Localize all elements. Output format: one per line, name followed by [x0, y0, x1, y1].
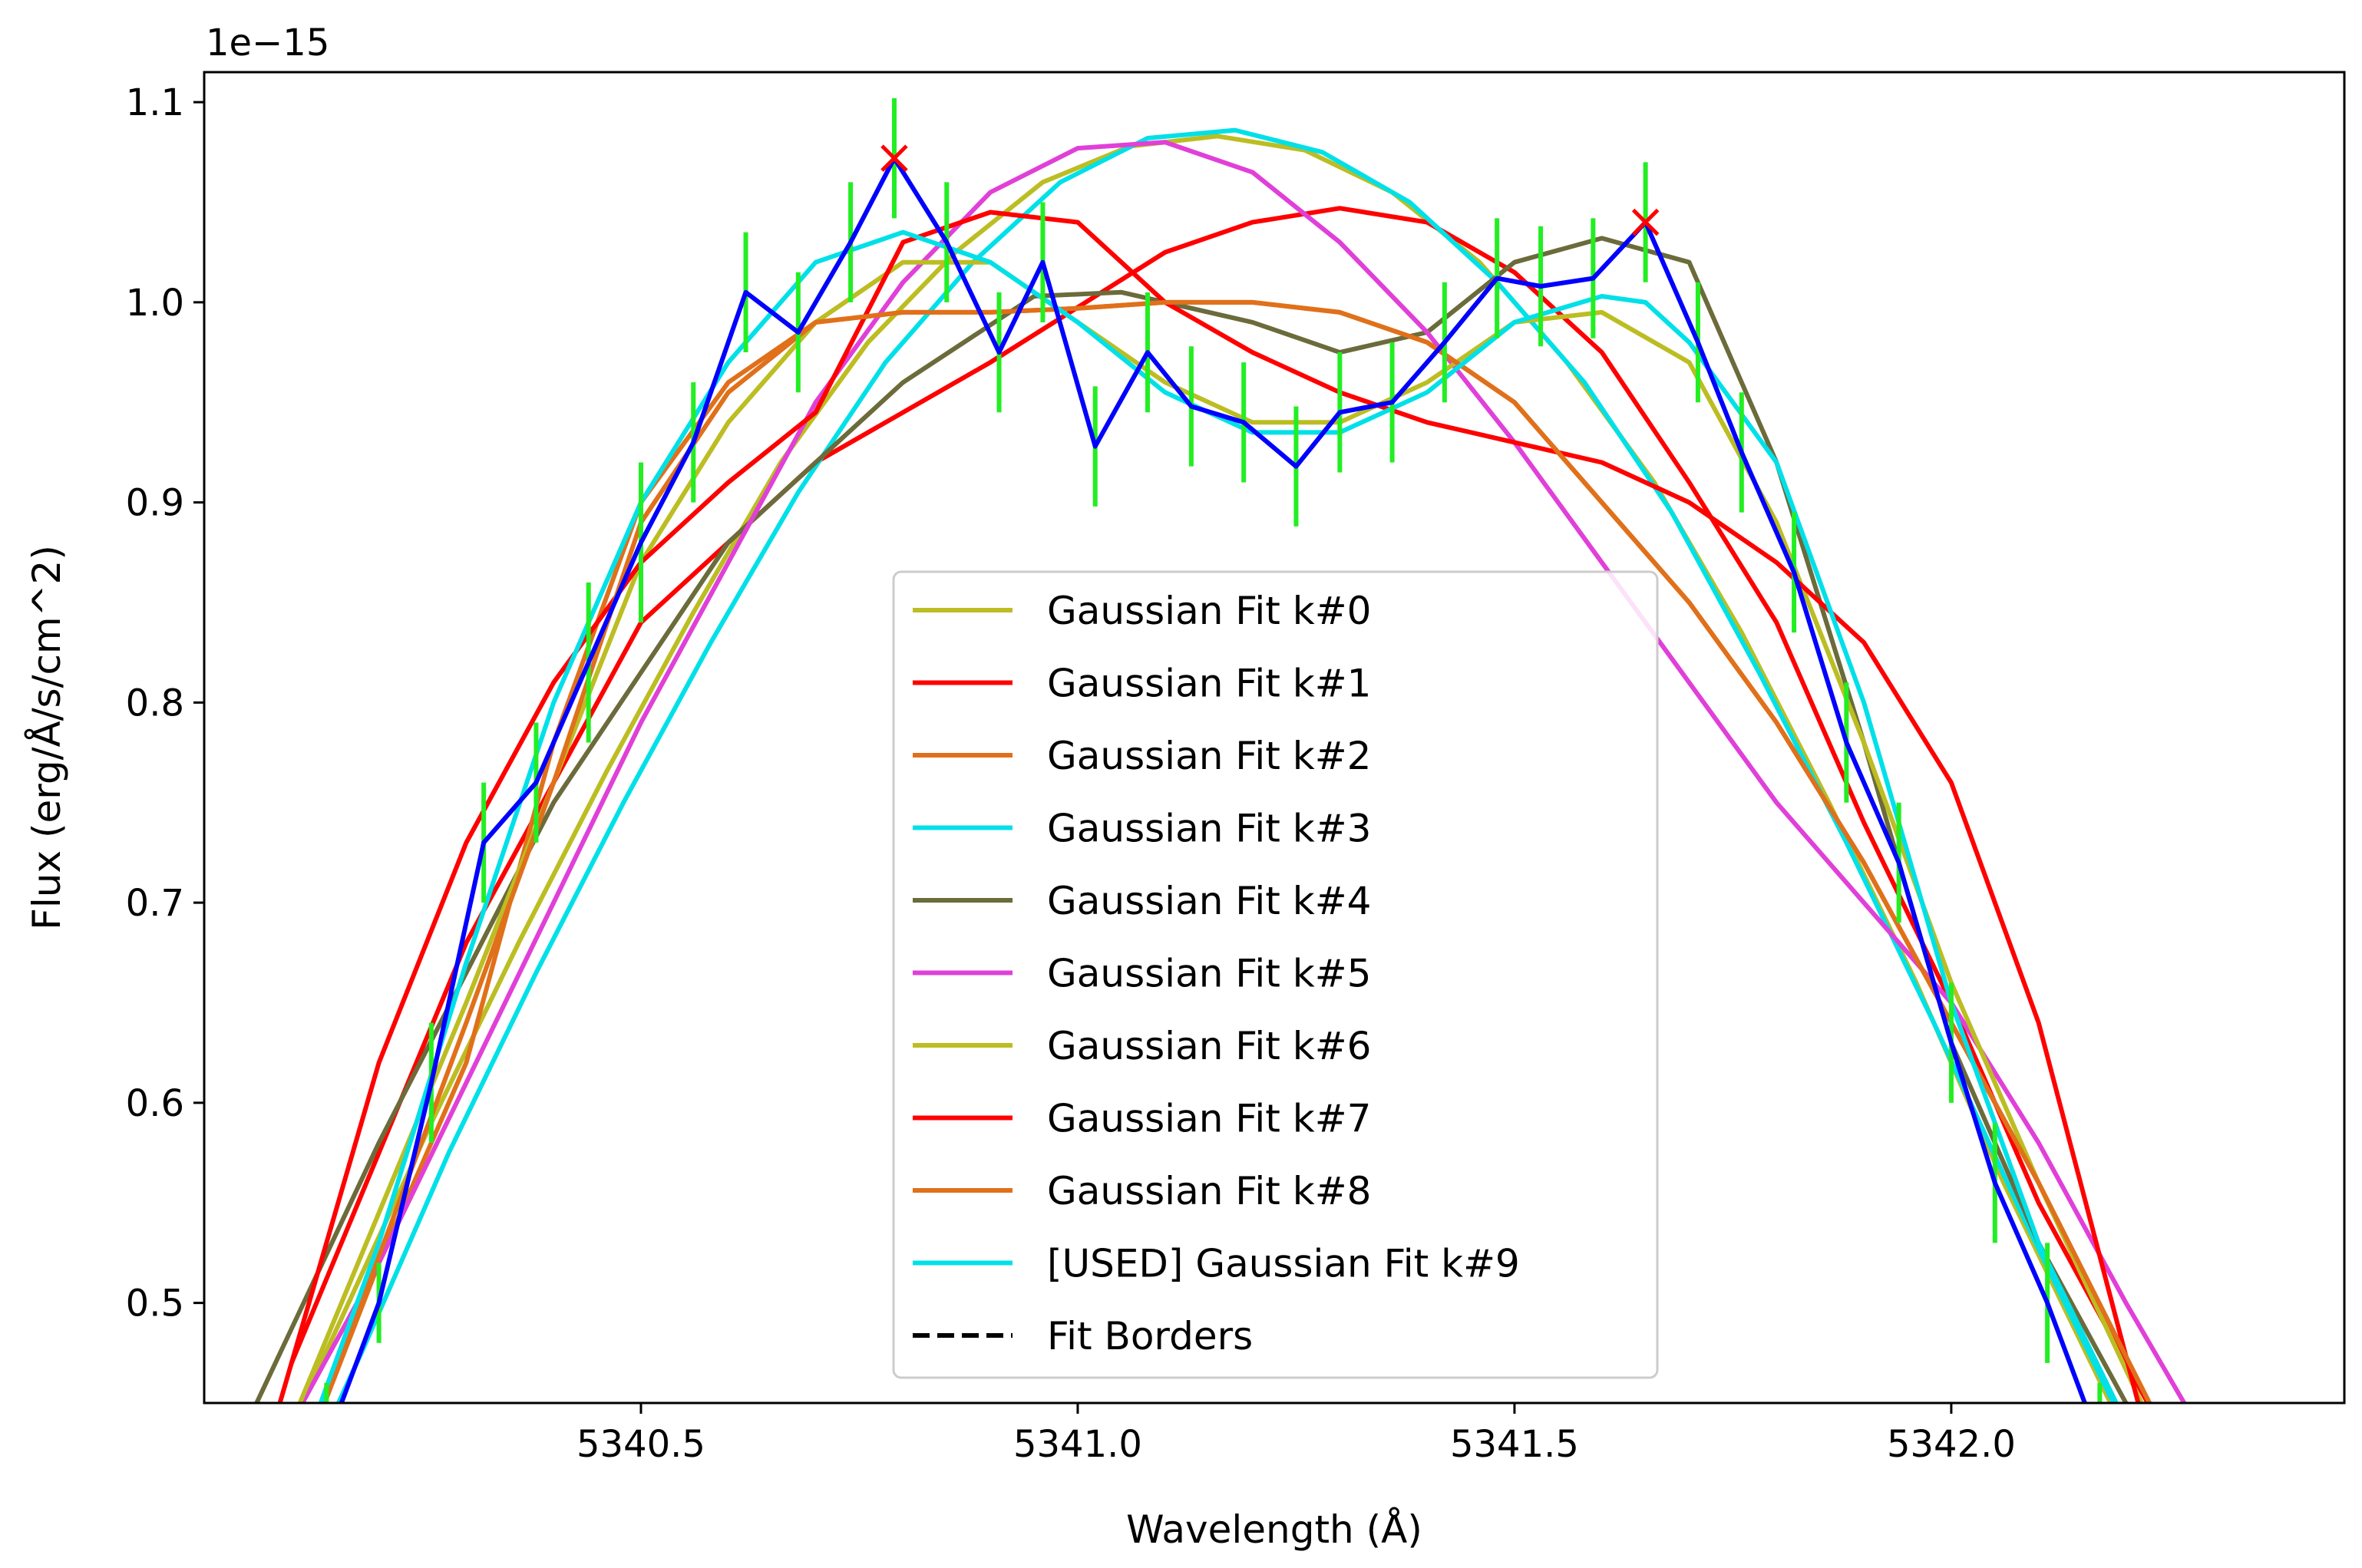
legend-label: Gaussian Fit k#2	[1047, 734, 1371, 778]
x-tick-label: 5341.0	[1013, 1423, 1142, 1466]
y-tick-label: 0.9	[126, 482, 184, 525]
y-tick-label: 0.7	[126, 882, 184, 925]
x-tick-label: 5340.5	[576, 1423, 705, 1466]
y-tick-label: 0.5	[126, 1282, 184, 1325]
legend-label: Gaussian Fit k#0	[1047, 589, 1371, 633]
legend-label: Gaussian Fit k#5	[1047, 952, 1371, 996]
legend-label: Gaussian Fit k#1	[1047, 662, 1371, 706]
observed-flux-line	[339, 156, 2088, 1403]
legend-label: Gaussian Fit k#3	[1047, 807, 1371, 851]
legend: Gaussian Fit k#0 Gaussian Fit k#1 Gaussian…	[892, 570, 1659, 1379]
legend-label: Gaussian Fit k#7	[1047, 1097, 1371, 1141]
fit-curve-k5	[299, 140, 2187, 1403]
legend-box	[892, 570, 1659, 1379]
x-tick-label: 5341.5	[1450, 1423, 1579, 1466]
x-axis-label: Wavelength (Å)	[1126, 1507, 1422, 1552]
fit-curve-k4	[254, 236, 2129, 1403]
legend-label: Gaussian Fit k#6	[1047, 1024, 1371, 1068]
fit-curve-k8	[321, 299, 2152, 1403]
legend-label: Gaussian Fit k#4	[1047, 879, 1371, 923]
plot-area	[254, 97, 2187, 1403]
peak-marker	[880, 144, 908, 172]
y-tick-label: 0.8	[126, 682, 184, 725]
y-tick-label: 1.0	[126, 282, 184, 325]
fit-curve-k3	[335, 127, 2117, 1403]
x-tick-label: 5342.0	[1887, 1423, 2016, 1466]
y-axis-label: Flux (erg/Å/s/cm^2)	[25, 545, 69, 930]
y-tick-label: 1.1	[126, 81, 184, 124]
fit-curve-k7	[277, 210, 2141, 1403]
legend-label: [USED] Gaussian Fit k#9	[1047, 1242, 1520, 1286]
x-axis: 5340.5 5341.0 5341.5 5342.0	[576, 1403, 2016, 1466]
plot-frame	[203, 71, 2346, 1405]
offset-text: 1e−15	[206, 21, 329, 64]
legend-label: Gaussian Fit k#8	[1047, 1169, 1371, 1213]
y-tick-label: 0.6	[126, 1082, 184, 1125]
peak-marker	[1631, 208, 1660, 236]
y-axis: 0.5 0.6 0.7 0.8 0.9 1.0 1.1	[126, 81, 204, 1325]
legend-label: Fit Borders	[1047, 1314, 1253, 1358]
